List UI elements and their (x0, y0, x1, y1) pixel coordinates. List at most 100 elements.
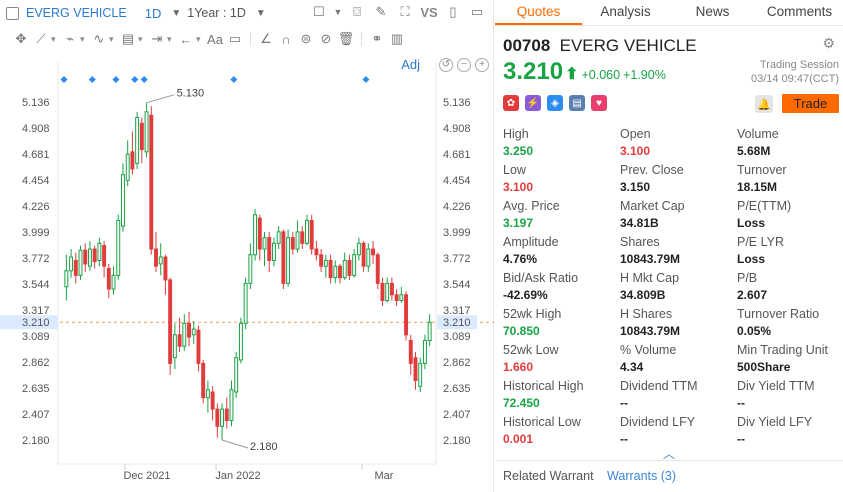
candle-body (220, 408, 225, 427)
stat-label: Div Yield TTM (737, 379, 815, 393)
line-tool-icon[interactable]: ⟋ (36, 31, 46, 46)
candle-body (300, 231, 305, 244)
price-chart[interactable]: Adj ↺ − + 5.136 5.136 4.908 4.908 4.681 4.681… (0, 52, 494, 492)
stat-label: P/E(TTM) (737, 199, 792, 213)
stat-value: -- (620, 432, 628, 446)
chevron-down-icon[interactable]: ▾ (138, 33, 143, 44)
book-icon[interactable]: ▯ (449, 4, 457, 19)
stat-value: 500Share (737, 360, 791, 374)
candle-body (371, 248, 375, 256)
lock-drawing-icon[interactable]: ⊜ (300, 31, 312, 46)
link-icon[interactable]: ⚭ (371, 31, 383, 46)
candle-body (399, 294, 404, 302)
stat-value: 72.450 (503, 396, 540, 410)
stat-value: 0.05% (737, 324, 772, 338)
current-price-label-left: 3.210 (22, 317, 50, 329)
warrants-link[interactable]: Warrants (3) (607, 469, 677, 483)
hide-drawings-icon[interactable]: ⊘ (320, 31, 332, 46)
stat-value: 3.100 (503, 180, 534, 194)
tab-quotes[interactable]: Quotes (495, 0, 582, 25)
stat-cell: High 3.250 (503, 126, 620, 162)
heart-icon[interactable]: ♥ (591, 95, 607, 111)
layout-icon[interactable]: ▥ (390, 31, 404, 46)
chart-type-icon[interactable]: ☐ (313, 4, 325, 19)
hk-flag-icon[interactable]: ✿ (503, 95, 519, 111)
stat-label: Dividend LFY (620, 415, 696, 429)
tab-news[interactable]: News (695, 4, 730, 19)
adjust-toggle[interactable]: Adj (401, 57, 420, 72)
zoom-out-icon[interactable]: − (457, 58, 471, 72)
range-selector[interactable]: 1Year : 1D (187, 6, 246, 20)
chevron-down-icon[interactable]: ▾ (109, 33, 114, 44)
price-tick-left: 3.999 (22, 227, 50, 239)
gear-icon[interactable]: ⚙ (822, 35, 835, 51)
price-tick-right: 2.862 (443, 357, 471, 369)
range-tool-icon[interactable]: ⇥ (151, 31, 163, 46)
candle-body (163, 256, 168, 281)
price-change-pct: +1.90% (623, 68, 666, 82)
fullscreen-icon[interactable]: ⛶ (400, 4, 410, 19)
price-tick-right: 4.908 (443, 123, 471, 135)
candlestick-chart[interactable]: 5.136 5.136 4.908 4.908 4.681 4.681 4.454 4.454… (0, 52, 494, 492)
lightning-icon[interactable]: ⚡ (525, 95, 541, 111)
candle-body (290, 237, 295, 250)
tag-icon[interactable]: ◈ (547, 95, 563, 111)
stat-value: 2.607 (737, 288, 768, 302)
compare-vs-button[interactable]: VS (420, 4, 438, 20)
trade-button[interactable]: Trade (782, 94, 839, 113)
text-tool-button[interactable]: Aa (207, 31, 223, 47)
price-tick-left: 5.136 (22, 97, 50, 109)
stat-label: H Shares (620, 307, 673, 321)
candle-body (262, 237, 267, 250)
move-crosshair-icon[interactable]: ✥ (15, 31, 27, 46)
candle-body (352, 254, 357, 276)
stat-value: 3.250 (503, 144, 534, 158)
toolbar-divider (250, 32, 251, 46)
candle-body (427, 321, 432, 342)
tab-comments[interactable]: Comments (766, 4, 833, 19)
chevron-down-icon[interactable]: ▾ (51, 33, 56, 44)
panel-toggle-icon[interactable]: ▭ (470, 4, 484, 19)
expand-chevron-icon[interactable]: ︿ (663, 447, 676, 461)
symbol-name[interactable]: EVERG VEHICLE (26, 6, 127, 20)
arrow-tool-icon[interactable]: ← (179, 31, 193, 47)
quote-header: 00708 EVERG VEHICLE 3.210 ⬆ +0.060 +1.90… (495, 26, 843, 85)
stat-label: Shares (620, 235, 660, 249)
chevron-down-icon[interactable]: ▼ (255, 7, 266, 19)
price-tick-right: 2.635 (443, 383, 471, 395)
pencil-icon[interactable]: ✎ (375, 4, 387, 19)
symbol-checkbox[interactable] (6, 6, 19, 20)
zoom-in-icon[interactable]: + (475, 58, 489, 72)
ruler-icon[interactable]: ∠ (260, 31, 272, 46)
stat-value: -42.69% (503, 288, 548, 302)
price-tick-right: 4.226 (443, 201, 471, 213)
wave-tool-icon[interactable]: ∿ (93, 31, 105, 46)
reset-zoom-icon[interactable]: ↺ (439, 58, 453, 72)
indicator-tool-icon[interactable]: ▤ (121, 31, 135, 46)
trash-icon[interactable]: 🗑 (337, 31, 355, 46)
path-tool-icon[interactable]: ⌁ (66, 31, 74, 46)
event-marker (60, 75, 68, 84)
camera-icon[interactable]: ⌼ (353, 4, 361, 19)
magnet-icon[interactable]: ∩ (281, 31, 291, 47)
chevron-down-icon[interactable]: ▼ (333, 7, 343, 17)
chevron-down-icon[interactable]: ▼ (171, 7, 182, 19)
stat-cell: Dividend TTM -- (620, 378, 737, 414)
period-selector[interactable]: 1D (144, 5, 162, 21)
comment-icon[interactable]: ▭ (228, 31, 242, 46)
chevron-down-icon[interactable]: ▾ (80, 33, 85, 44)
price-tick-right: 2.180 (443, 435, 471, 447)
candle-body (224, 408, 229, 422)
stat-label: Turnover (737, 163, 787, 177)
date-label: Dec 2021 (123, 470, 170, 482)
stat-label: Prev. Close (620, 163, 684, 177)
candle-body (158, 256, 163, 265)
chevron-down-icon[interactable]: ▾ (167, 33, 172, 44)
price-tick-left: 2.862 (22, 357, 50, 369)
tab-analysis[interactable]: Analysis (600, 4, 651, 19)
bell-icon[interactable]: 🔔 (755, 95, 773, 113)
chevron-down-icon[interactable]: ▾ (196, 33, 201, 44)
candle-body (144, 111, 149, 153)
candle-body (187, 322, 191, 338)
notes-icon[interactable]: ▤ (569, 95, 585, 111)
